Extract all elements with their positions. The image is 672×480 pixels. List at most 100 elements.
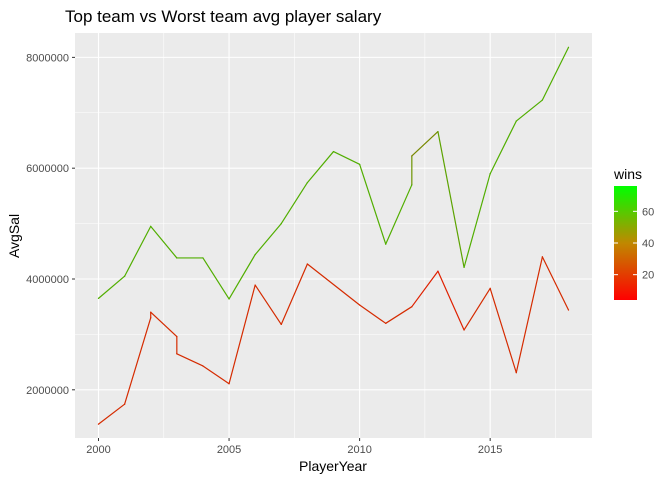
data-point: [176, 353, 178, 355]
line-segment: [124, 225, 152, 277]
plot-panel: [75, 33, 592, 438]
data-point: [489, 173, 491, 175]
line-segment: [359, 163, 387, 245]
series-line: [97, 256, 570, 425]
data-point: [306, 263, 308, 265]
line-segment: [202, 257, 230, 300]
x-axis-title: PlayerYear: [299, 458, 367, 474]
y-tick-label: 2000000: [26, 385, 69, 397]
major-gridlines: [75, 33, 592, 438]
x-tick-label: 2015: [478, 444, 502, 456]
data-point: [515, 120, 517, 122]
chart-title: Top team vs Worst team avg player salary: [65, 7, 382, 26]
series-lines: [97, 46, 570, 425]
y-tick-label: 4000000: [26, 274, 69, 286]
line-segment: [306, 263, 361, 306]
line-segment: [489, 120, 517, 175]
line-segment: [437, 131, 465, 268]
series-line: [97, 46, 570, 300]
line-segment: [97, 275, 126, 299]
line-segment: [280, 181, 308, 225]
data-point: [437, 270, 439, 272]
data-point: [228, 298, 230, 300]
line-segment: [359, 304, 387, 324]
line-segment: [515, 99, 543, 122]
data-point: [489, 287, 491, 290]
data-point: [411, 155, 413, 157]
line-segment: [437, 270, 465, 331]
data-point: [567, 309, 570, 311]
line-segment: [97, 403, 126, 425]
colorbar-tick-label: 60: [642, 206, 654, 218]
data-point: [385, 243, 387, 245]
data-point: [359, 163, 361, 165]
minor-gridlines: [75, 33, 592, 438]
x-tick-label: 2005: [217, 444, 241, 456]
x-tick-label: 2010: [347, 444, 371, 456]
data-point: [176, 257, 178, 259]
line-segment: [280, 263, 308, 326]
data-point: [280, 323, 282, 326]
data-point: [306, 181, 308, 184]
data-point: [567, 46, 570, 49]
line-segment: [176, 353, 204, 367]
data-point: [124, 403, 126, 405]
line-segment: [124, 317, 152, 405]
data-point: [541, 256, 543, 258]
data-point: [463, 329, 465, 331]
line-segment: [306, 150, 335, 184]
x-axis-ticks: 2000 2005 2010 2015: [86, 438, 502, 456]
data-point: [385, 322, 387, 324]
line-segment: [150, 225, 178, 259]
y-tick-label: 8000000: [26, 52, 69, 64]
data-point: [254, 254, 256, 256]
y-axis-title: AvgSal: [6, 214, 22, 258]
legend: wins 20 40 60: [613, 166, 654, 300]
data-point: [359, 304, 361, 306]
data-point: [463, 266, 465, 268]
line-segment: [254, 284, 282, 326]
data-point: [97, 423, 100, 425]
data-point: [541, 99, 543, 101]
data-point: [254, 284, 256, 286]
line-segment: [202, 365, 230, 385]
line-segment: [228, 284, 256, 385]
data-point: [202, 257, 204, 259]
colorbar-ticks: 20 40 60: [614, 206, 654, 282]
colorbar-tick-label: 20: [642, 270, 654, 282]
data-point: [332, 150, 335, 153]
data-point: [280, 222, 282, 225]
colorbar-tick-label: 40: [642, 238, 654, 250]
line-segment: [463, 287, 491, 331]
line-segment: [463, 173, 491, 268]
data-point: [202, 365, 204, 367]
data-point: [437, 131, 439, 133]
colorbar: [614, 186, 637, 300]
line-segment: [150, 311, 178, 338]
data-point: [150, 311, 152, 313]
data-point: [411, 184, 413, 186]
y-axis-ticks: 2000000 4000000 6000000 8000000: [26, 52, 75, 397]
data-point: [97, 297, 100, 299]
line-segment: [332, 150, 361, 165]
line-segment: [515, 256, 543, 374]
data-point: [150, 225, 152, 227]
data-point: [124, 275, 126, 277]
data-point: [228, 383, 230, 385]
line-segment: [254, 222, 282, 256]
line-segment: [411, 270, 439, 308]
line-segment: [541, 46, 570, 101]
data-point: [176, 336, 178, 338]
line-segment: [411, 131, 439, 157]
line-segment: [385, 184, 413, 245]
line-segment: [541, 256, 570, 311]
data-point: [150, 317, 152, 319]
line-segment: [385, 306, 413, 324]
data-point: [411, 306, 413, 308]
data-point: [515, 372, 517, 374]
line-segment: [489, 287, 517, 374]
y-tick-label: 6000000: [26, 163, 69, 175]
legend-title: wins: [613, 166, 642, 182]
x-tick-label: 2000: [86, 444, 110, 456]
